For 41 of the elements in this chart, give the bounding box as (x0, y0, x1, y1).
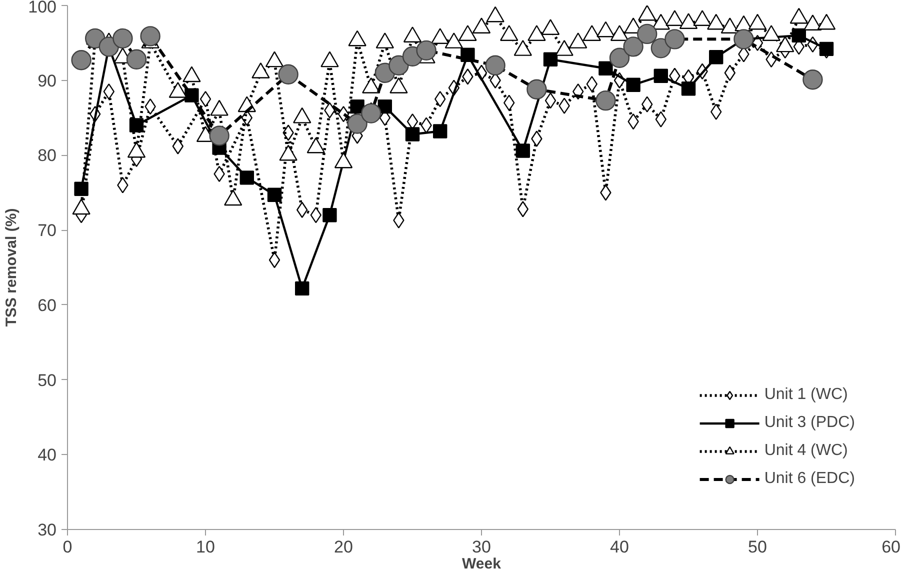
x-tick-label: 0 (62, 538, 72, 556)
x-tick-label: 10 (196, 538, 215, 556)
y-tick-label: 70 (38, 221, 57, 240)
point (516, 144, 530, 158)
point (433, 124, 448, 138)
point (74, 182, 88, 196)
x-tick-label: 50 (748, 538, 767, 556)
point (598, 61, 613, 76)
point (295, 281, 310, 296)
point (543, 52, 558, 66)
point (544, 92, 556, 109)
point (654, 68, 668, 83)
point (681, 81, 696, 96)
point (268, 252, 280, 268)
x-tick-label: 30 (472, 538, 491, 556)
y-tick-label: 30 (38, 520, 57, 540)
y-tick-label: 50 (38, 370, 57, 390)
point (200, 90, 212, 108)
y-axis-title: TSS removal (%) (3, 208, 20, 327)
x-tick-label: 20 (334, 538, 353, 556)
y-tick-label: 80 (38, 146, 57, 166)
x-tick-label: 40 (610, 538, 629, 556)
y-tick-label: 60 (38, 296, 57, 315)
point (709, 50, 724, 64)
point (792, 28, 806, 43)
point (626, 78, 640, 92)
x-tick-label: 60 (882, 538, 901, 556)
legend-label: Unit 6 (EDC) (764, 470, 855, 488)
point (322, 208, 337, 222)
x-axis-title: Week (462, 556, 502, 572)
point (378, 99, 392, 114)
legend-label: Unit 1 (WC) (764, 386, 848, 404)
y-tick-label: 40 (38, 446, 57, 465)
legend-label: Unit 3 (PDC) (764, 414, 855, 432)
y-tick-label: 100 (28, 0, 57, 16)
point (240, 170, 254, 185)
point (267, 188, 282, 202)
point (819, 42, 834, 56)
y-tick-label: 90 (38, 71, 57, 90)
legend-label: Unit 4 (WC) (764, 442, 848, 460)
point (405, 127, 420, 142)
